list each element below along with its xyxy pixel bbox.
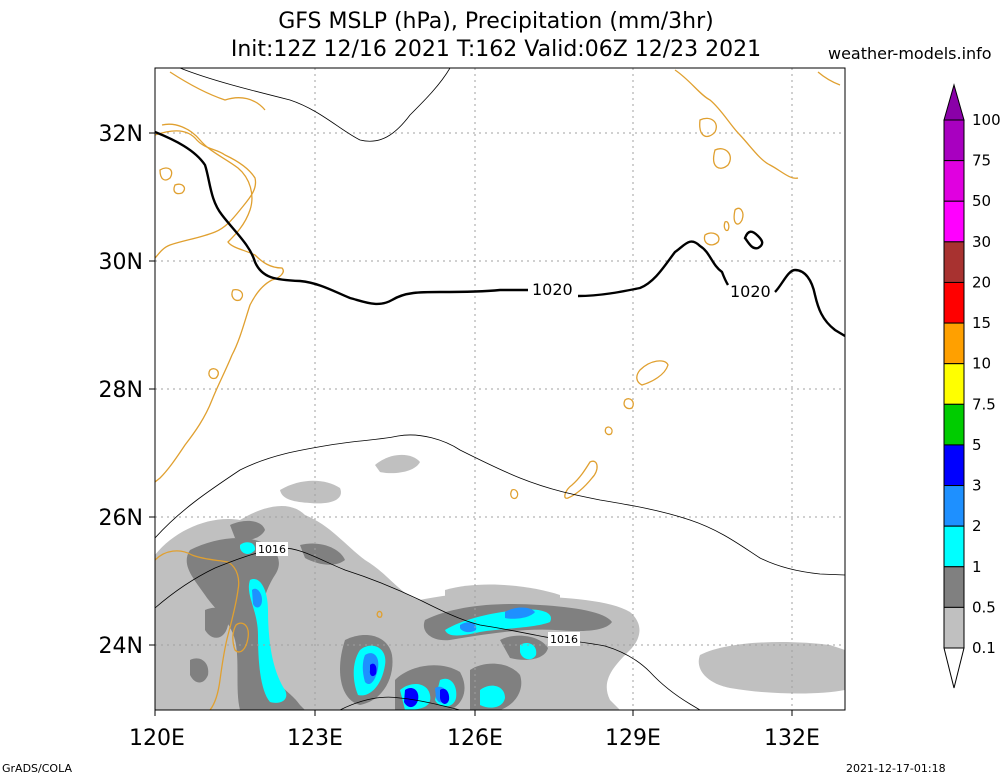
latitude-labels: 32N 30N 28N 26N 24N	[99, 122, 143, 659]
colorbar-band	[943, 606, 965, 649]
footer-timestamp: 2021-12-17-01:18	[846, 762, 946, 775]
colorbar-label: 50	[972, 192, 991, 210]
colorbar-label: 100	[972, 111, 1000, 129]
colorbar-band	[943, 119, 965, 162]
precip-dark-blue	[369, 663, 450, 708]
lat-label-28n: 28N	[99, 378, 143, 403]
colorbar-label: 0.1	[972, 639, 996, 657]
lon-label-120e: 120E	[129, 726, 185, 751]
colorbar-band	[943, 200, 965, 243]
isobar-label-1016-a: 1016	[258, 543, 286, 556]
plot-area: 1020 1020 1016 1016	[155, 68, 845, 710]
colorbar-band	[943, 525, 965, 568]
isobar-label-1020-b: 1020	[730, 282, 771, 301]
longitude-labels: 120E 123E 126E 129E 132E	[129, 726, 820, 751]
map-title-line2: Init:12Z 12/16 2021 T:162 Valid:06Z 12/2…	[230, 37, 762, 62]
isobars-thick	[155, 130, 845, 338]
lat-lon-grid	[155, 68, 845, 710]
footer-software-credit: GrADS/COLA	[2, 762, 72, 775]
colorbar-band	[943, 403, 965, 446]
isobar-label-1020-a: 1020	[532, 280, 573, 299]
colorbar-label: 0.5	[972, 598, 996, 616]
lon-label-126e: 126E	[447, 726, 503, 751]
lon-label-129e: 129E	[605, 726, 661, 751]
colorbar-label: 1	[972, 558, 982, 576]
colorbar-band	[943, 241, 965, 283]
colorbar-label: 20	[972, 273, 991, 291]
isobars-thin	[155, 68, 845, 710]
colorbar-label: 7.5	[972, 395, 996, 413]
colorbar-top-arrow	[943, 83, 965, 121]
map-title-line1: GFS MSLP (hPa), Precipitation (mm/3hr)	[278, 9, 714, 34]
lon-label-123e: 123E	[287, 726, 343, 751]
colorbar-label: 3	[972, 477, 982, 495]
colorbar-bottom-arrow	[943, 647, 965, 689]
isobar-labels: 1020 1020 1016 1016	[256, 280, 771, 646]
colorbar-label: 30	[972, 233, 991, 251]
colorbar-band	[943, 566, 965, 608]
lon-label-132e: 132E	[764, 726, 820, 751]
colorbar-band	[943, 363, 965, 405]
colorbar-label: 10	[972, 355, 991, 373]
lat-label-32n: 32N	[99, 122, 143, 147]
precip-colorbar: 100 75 50 30 20 15 10 7.5 5 3 2 1 0.5 0.1	[943, 83, 1000, 689]
site-watermark: weather-models.info	[828, 44, 992, 63]
colorbar-label: 5	[972, 436, 982, 454]
colorbar-label: 15	[972, 314, 991, 332]
lat-label-24n: 24N	[99, 634, 143, 659]
colorbar-band	[943, 281, 965, 324]
tick-marks	[149, 132, 793, 716]
lat-label-26n: 26N	[99, 506, 143, 531]
colorbar-band	[943, 160, 965, 202]
colorbar-band	[943, 444, 965, 487]
isobar-label-1016-b: 1016	[550, 633, 578, 646]
colorbar-label: 2	[972, 517, 982, 535]
coastlines	[155, 69, 841, 710]
colorbar-label: 75	[972, 152, 991, 170]
colorbar-band	[943, 322, 965, 365]
colorbar-band	[943, 485, 965, 527]
lat-label-30n: 30N	[99, 250, 143, 275]
